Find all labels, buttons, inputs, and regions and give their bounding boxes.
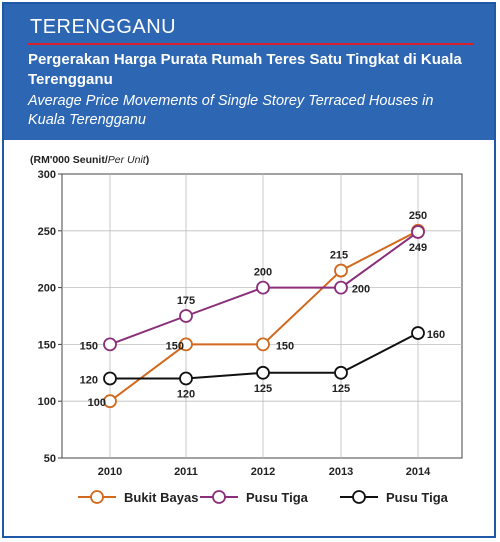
y-tick-label: 200 — [38, 283, 56, 295]
plot-area — [61, 173, 463, 459]
data-point — [103, 337, 117, 352]
data-label: 160 — [427, 329, 445, 341]
x-tick-label: 2014 — [406, 466, 431, 478]
legend-label: Pusu Tiga — [246, 490, 309, 505]
legend-marker — [212, 490, 226, 504]
y-tick-label: 150 — [38, 339, 56, 351]
data-point — [256, 365, 270, 380]
legend-label: Pusu Tiga — [386, 490, 449, 505]
data-label: 200 — [352, 284, 370, 296]
data-point — [179, 337, 193, 352]
data-label: 200 — [254, 267, 272, 279]
data-point — [103, 371, 117, 386]
x-tick-label: 2010 — [98, 466, 122, 478]
data-point — [411, 225, 425, 239]
data-point — [179, 309, 193, 323]
legend-marker — [352, 490, 366, 504]
data-label: 150 — [166, 340, 184, 352]
unit-label-close: ) — [145, 154, 150, 166]
data-point — [103, 394, 117, 409]
data-point — [256, 280, 270, 295]
data-label: 250 — [409, 210, 427, 222]
data-point — [334, 365, 348, 380]
region-title: TERENGGANU — [30, 16, 177, 38]
data-point — [334, 280, 348, 295]
x-tick-label: 2013 — [329, 466, 353, 478]
legend-label: Bukit Bayas — [124, 490, 198, 505]
unit-label-italic: Per Unit — [107, 154, 146, 166]
y-tick-label: 100 — [38, 396, 56, 408]
data-point — [411, 326, 425, 340]
data-label: 150 — [276, 340, 294, 352]
data-label: 100 — [88, 397, 106, 409]
data-label: 249 — [409, 242, 427, 254]
x-tick-label: 2011 — [174, 466, 198, 478]
chart-title-malay: Pergerakan Harga Purata Rumah Teres Satu… — [28, 51, 462, 88]
data-label: 215 — [330, 250, 348, 262]
data-point — [256, 337, 270, 352]
legend-marker — [90, 490, 104, 504]
y-tick-label: 250 — [38, 226, 56, 238]
y-tick-label: 300 — [38, 169, 56, 181]
y-tick-label: 50 — [44, 453, 56, 465]
chart-title-english: Average Price Movements of Single Storey… — [28, 93, 434, 128]
y-axis-unit-label: (RM'000 Seunit/Per Unit) — [30, 154, 149, 166]
x-tick-label: 2012 — [251, 466, 275, 478]
data-point — [179, 371, 193, 386]
data-label: 120 — [80, 374, 98, 386]
data-label: 175 — [177, 295, 195, 307]
data-label: 120 — [177, 388, 195, 400]
unit-label-main: (RM'000 Seunit/ — [30, 154, 108, 166]
data-label: 125 — [254, 383, 272, 395]
data-point — [334, 263, 348, 278]
header-rule — [28, 43, 474, 45]
data-label: 150 — [80, 340, 98, 352]
data-label: 125 — [332, 383, 350, 395]
header-banner: TERENGGANU Pergerakan Harga Purata Rumah… — [4, 4, 494, 140]
